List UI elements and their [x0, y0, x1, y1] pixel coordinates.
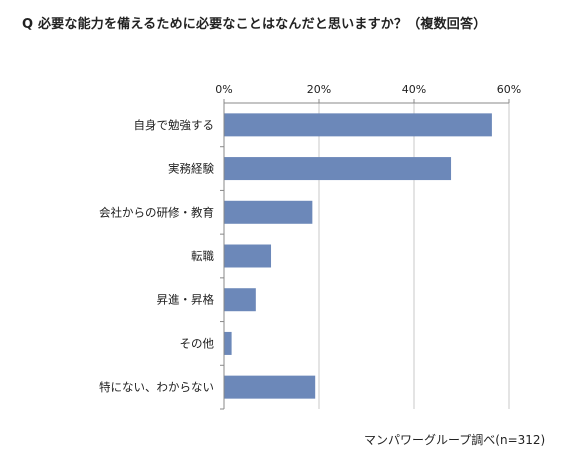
bar	[224, 157, 452, 181]
axes	[220, 99, 510, 410]
category-label: 自身で勉強する	[134, 118, 215, 132]
category-labels: 自身で勉強する実務経験会社からの研修・教育転職昇進・昇格その他特にない、わからな…	[99, 118, 214, 394]
bars	[224, 113, 492, 399]
question-title: Q 必要な能力を備えるために必要なことはなんだと思いますか？（複数回答）	[22, 17, 487, 32]
x-tick-label: 40%	[402, 83, 426, 96]
x-tick-label: 0%	[215, 83, 232, 96]
bar	[224, 113, 492, 137]
bar	[224, 331, 232, 355]
x-tick-label: 60%	[497, 83, 521, 96]
category-label: 特にない、わからない	[99, 380, 214, 394]
category-label: 会社からの研修・教育	[99, 205, 214, 219]
category-label: 実務経験	[168, 162, 214, 176]
x-tick-labels: 0% 20% 40% 60%	[215, 83, 521, 96]
bar	[224, 244, 272, 268]
category-label: 転職	[191, 249, 214, 263]
bar	[224, 375, 316, 399]
gridlines	[318, 103, 510, 409]
x-tick-label: 20%	[307, 83, 331, 96]
source-note: マンパワーグループ調べ(n=312)	[364, 433, 546, 447]
bar	[224, 288, 256, 312]
category-label: その他	[180, 336, 215, 350]
category-label: 昇進・昇格	[157, 293, 215, 307]
bar	[224, 200, 313, 224]
